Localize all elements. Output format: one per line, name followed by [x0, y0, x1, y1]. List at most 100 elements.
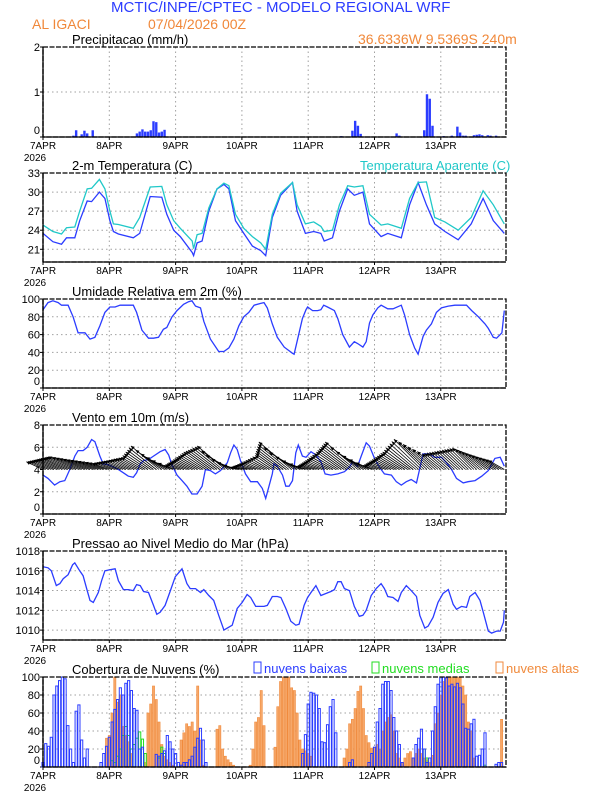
wind-arrow	[382, 451, 408, 470]
wind-arrow-shaft	[436, 450, 458, 470]
cloud-bar-nuvens-altas	[362, 708, 365, 768]
wind-arrow-shaft	[256, 448, 284, 470]
wind-arrow	[59, 458, 85, 470]
wind-arrow-shaft	[383, 449, 411, 470]
precip-bar	[494, 135, 498, 137]
wind-arrow-head	[382, 451, 387, 456]
wind-arrow-head	[188, 450, 193, 454]
wind-arrow-head	[308, 457, 313, 462]
wind-arrow-head	[387, 445, 392, 450]
cloud-bar-nuvens-baixas	[71, 762, 75, 768]
wind-arrow-head	[151, 460, 156, 464]
wind-arrow	[185, 450, 212, 470]
wind-arrow	[375, 456, 397, 470]
y-tick-label: 0	[34, 125, 40, 137]
wind-arrow	[393, 438, 425, 470]
wind-arrow-shaft	[320, 446, 350, 470]
wind-arrow	[481, 458, 500, 470]
wind-arrow-shaft	[255, 453, 279, 470]
precip-bar	[431, 125, 434, 137]
x-year-label: 2026	[24, 783, 47, 792]
precip-bar	[464, 135, 467, 137]
wind-arrow-head	[84, 461, 89, 466]
cloud-bar-nuvens-baixas	[69, 748, 73, 768]
wind-arrow	[252, 456, 273, 470]
y-tick-label: 33	[28, 168, 40, 180]
cloud-bar-nuvens-altas	[251, 748, 255, 768]
wind-arrow	[412, 448, 436, 470]
x-tick-label: 11APR	[293, 392, 324, 403]
wind-arrow-head	[127, 450, 132, 454]
wind-arrow-shaft	[33, 459, 55, 470]
precip-bar	[425, 94, 429, 137]
wind-arrow	[194, 446, 223, 470]
wind-arrow	[187, 449, 215, 470]
wind-arrow-head	[185, 450, 190, 455]
precip-bar	[461, 135, 465, 137]
wind-arrow-head	[458, 450, 463, 455]
wind-arrow	[91, 462, 110, 470]
panel-1: 21 24 27 30 33 2-m Temperatura (C) Temperatura…	[24, 158, 510, 289]
cloud-bar-nuvens-altas	[221, 748, 224, 768]
wind-arrow-shaft	[380, 453, 406, 470]
x-tick-label: 8APR	[96, 771, 122, 782]
wind-arrow-head	[336, 451, 341, 456]
cloud-bar-nuvens-baixas	[49, 736, 53, 768]
wind-arrow	[94, 462, 113, 470]
plot-frame	[42, 172, 507, 263]
wind-arrow-head	[370, 460, 375, 464]
wind-arrow-shaft	[393, 438, 425, 470]
precip-bar	[475, 134, 478, 137]
wind-arrow	[471, 454, 491, 470]
wind-arrow-head	[389, 443, 394, 448]
wind-arrow-shaft	[312, 454, 337, 470]
wind-arrow	[426, 452, 447, 470]
cloud-bar-nuvens-baixas	[44, 743, 48, 768]
x-tick-label: 10APR	[226, 644, 258, 655]
y-tick-label: 0	[34, 502, 40, 514]
wind-arrow-shaft	[310, 456, 334, 470]
wind-arrow-head	[118, 457, 123, 462]
precip-bar	[458, 132, 462, 137]
wind-arrow-shaft	[412, 448, 436, 470]
wind-arrow-head	[239, 463, 244, 467]
wind-arrow	[407, 446, 433, 470]
wind-arrow-shaft	[391, 441, 422, 470]
cloud-bar-nuvens-altas	[359, 685, 363, 768]
cloud-bar-nuvens-altas	[218, 725, 222, 768]
wind-arrow-head	[106, 460, 111, 464]
wind-arrow-head	[129, 447, 133, 452]
panel-title: Cobertura de Nuvens (%)	[72, 662, 219, 677]
panel-title: 2-m Temperatura (C)	[72, 158, 192, 173]
cloud-bar-nuvens-altas	[353, 708, 357, 768]
cloud-bar-nuvens-altas	[273, 746, 277, 768]
cloud-bar-nuvens-baixas	[80, 739, 84, 768]
precip-bar	[146, 131, 150, 137]
x-year-label: 2026	[24, 278, 47, 289]
cloud-bar-nuvens-baixas	[66, 725, 70, 768]
x-tick-label: 10APR	[226, 141, 258, 152]
cloud-bar-nuvens-altas	[179, 739, 183, 768]
wind-arrow-shaft	[55, 457, 82, 470]
wind-arrow-head	[263, 447, 268, 451]
cloud-bar-nuvens-altas	[182, 732, 186, 768]
cloud-bar-nuvens-baixas	[82, 757, 87, 768]
wind-arrow-head	[305, 460, 310, 464]
wind-arrow-shaft	[464, 452, 486, 470]
wind-arrow-shaft	[130, 445, 160, 470]
precip-bar	[489, 135, 492, 137]
wind-arrow-shaft	[179, 454, 204, 470]
wind-arrow	[96, 461, 115, 470]
wind-arrow-head	[256, 451, 260, 455]
y-tick-label: 0	[34, 755, 40, 767]
wind-arrow-head	[468, 454, 472, 458]
wind-arrow-head	[424, 453, 429, 457]
wind-arrow	[385, 447, 414, 470]
wind-arrow-head	[481, 458, 486, 462]
wind-arrow-shaft	[323, 443, 356, 470]
wind-arrow-head	[464, 452, 469, 457]
wind-arrow-head	[174, 458, 179, 462]
panel-title: Vento em 10m (m/s)	[72, 410, 189, 425]
wind-arrow-head	[70, 459, 75, 464]
x-tick-label: 8APR	[96, 518, 122, 529]
